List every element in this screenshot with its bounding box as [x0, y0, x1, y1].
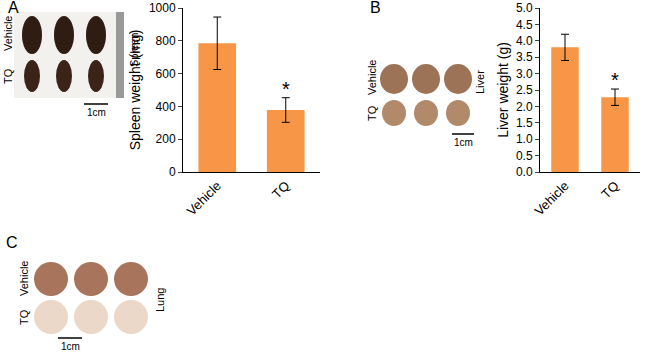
svg-text:Spleen weight (mg): Spleen weight (mg) — [127, 30, 143, 151]
svg-text:Lung: Lung — [154, 288, 166, 312]
svg-text:TQ: TQ — [598, 178, 621, 201]
svg-text:3.0: 3.0 — [516, 67, 533, 81]
svg-text:5.0: 5.0 — [516, 1, 533, 15]
svg-text:2.5: 2.5 — [516, 83, 533, 97]
svg-text:200: 200 — [156, 132, 176, 146]
svg-text:2.0: 2.0 — [516, 100, 533, 114]
svg-text:3.5: 3.5 — [516, 50, 533, 64]
svg-text:TQ: TQ — [18, 309, 30, 325]
svg-text:0.0: 0.0 — [516, 165, 533, 179]
svg-text:4.5: 4.5 — [516, 18, 533, 32]
svg-text:TQ: TQ — [269, 178, 292, 201]
svg-text:400: 400 — [156, 100, 176, 114]
svg-text:600: 600 — [156, 67, 176, 81]
svg-text:Vehicle: Vehicle — [531, 178, 571, 218]
svg-text:Vehicle: Vehicle — [2, 16, 14, 51]
svg-text:1cm: 1cm — [61, 341, 80, 352]
svg-text:Spleen: Spleen — [128, 33, 140, 67]
svg-text:Liver weight (g): Liver weight (g) — [495, 42, 511, 138]
svg-text:TQ: TQ — [366, 105, 378, 121]
svg-text:1000: 1000 — [149, 1, 176, 15]
svg-text:0.5: 0.5 — [516, 149, 533, 163]
svg-text:*: * — [611, 69, 619, 91]
svg-text:1.5: 1.5 — [516, 116, 533, 130]
svg-text:A: A — [8, 0, 19, 16]
svg-text:B: B — [370, 0, 381, 16]
svg-text:0: 0 — [169, 165, 176, 179]
svg-text:Vehicle: Vehicle — [18, 261, 30, 296]
svg-text:Vehicle: Vehicle — [366, 60, 378, 95]
svg-text:1cm: 1cm — [454, 137, 473, 148]
svg-text:C: C — [6, 234, 18, 251]
svg-text:Vehicle: Vehicle — [184, 178, 224, 218]
svg-text:1.0: 1.0 — [516, 132, 533, 146]
svg-text:800: 800 — [156, 34, 176, 48]
svg-text:TQ: TQ — [2, 68, 14, 84]
svg-text:1cm: 1cm — [87, 107, 106, 118]
svg-text:Liver: Liver — [474, 70, 486, 94]
svg-text:4.0: 4.0 — [516, 34, 533, 48]
svg-text:*: * — [282, 78, 290, 100]
